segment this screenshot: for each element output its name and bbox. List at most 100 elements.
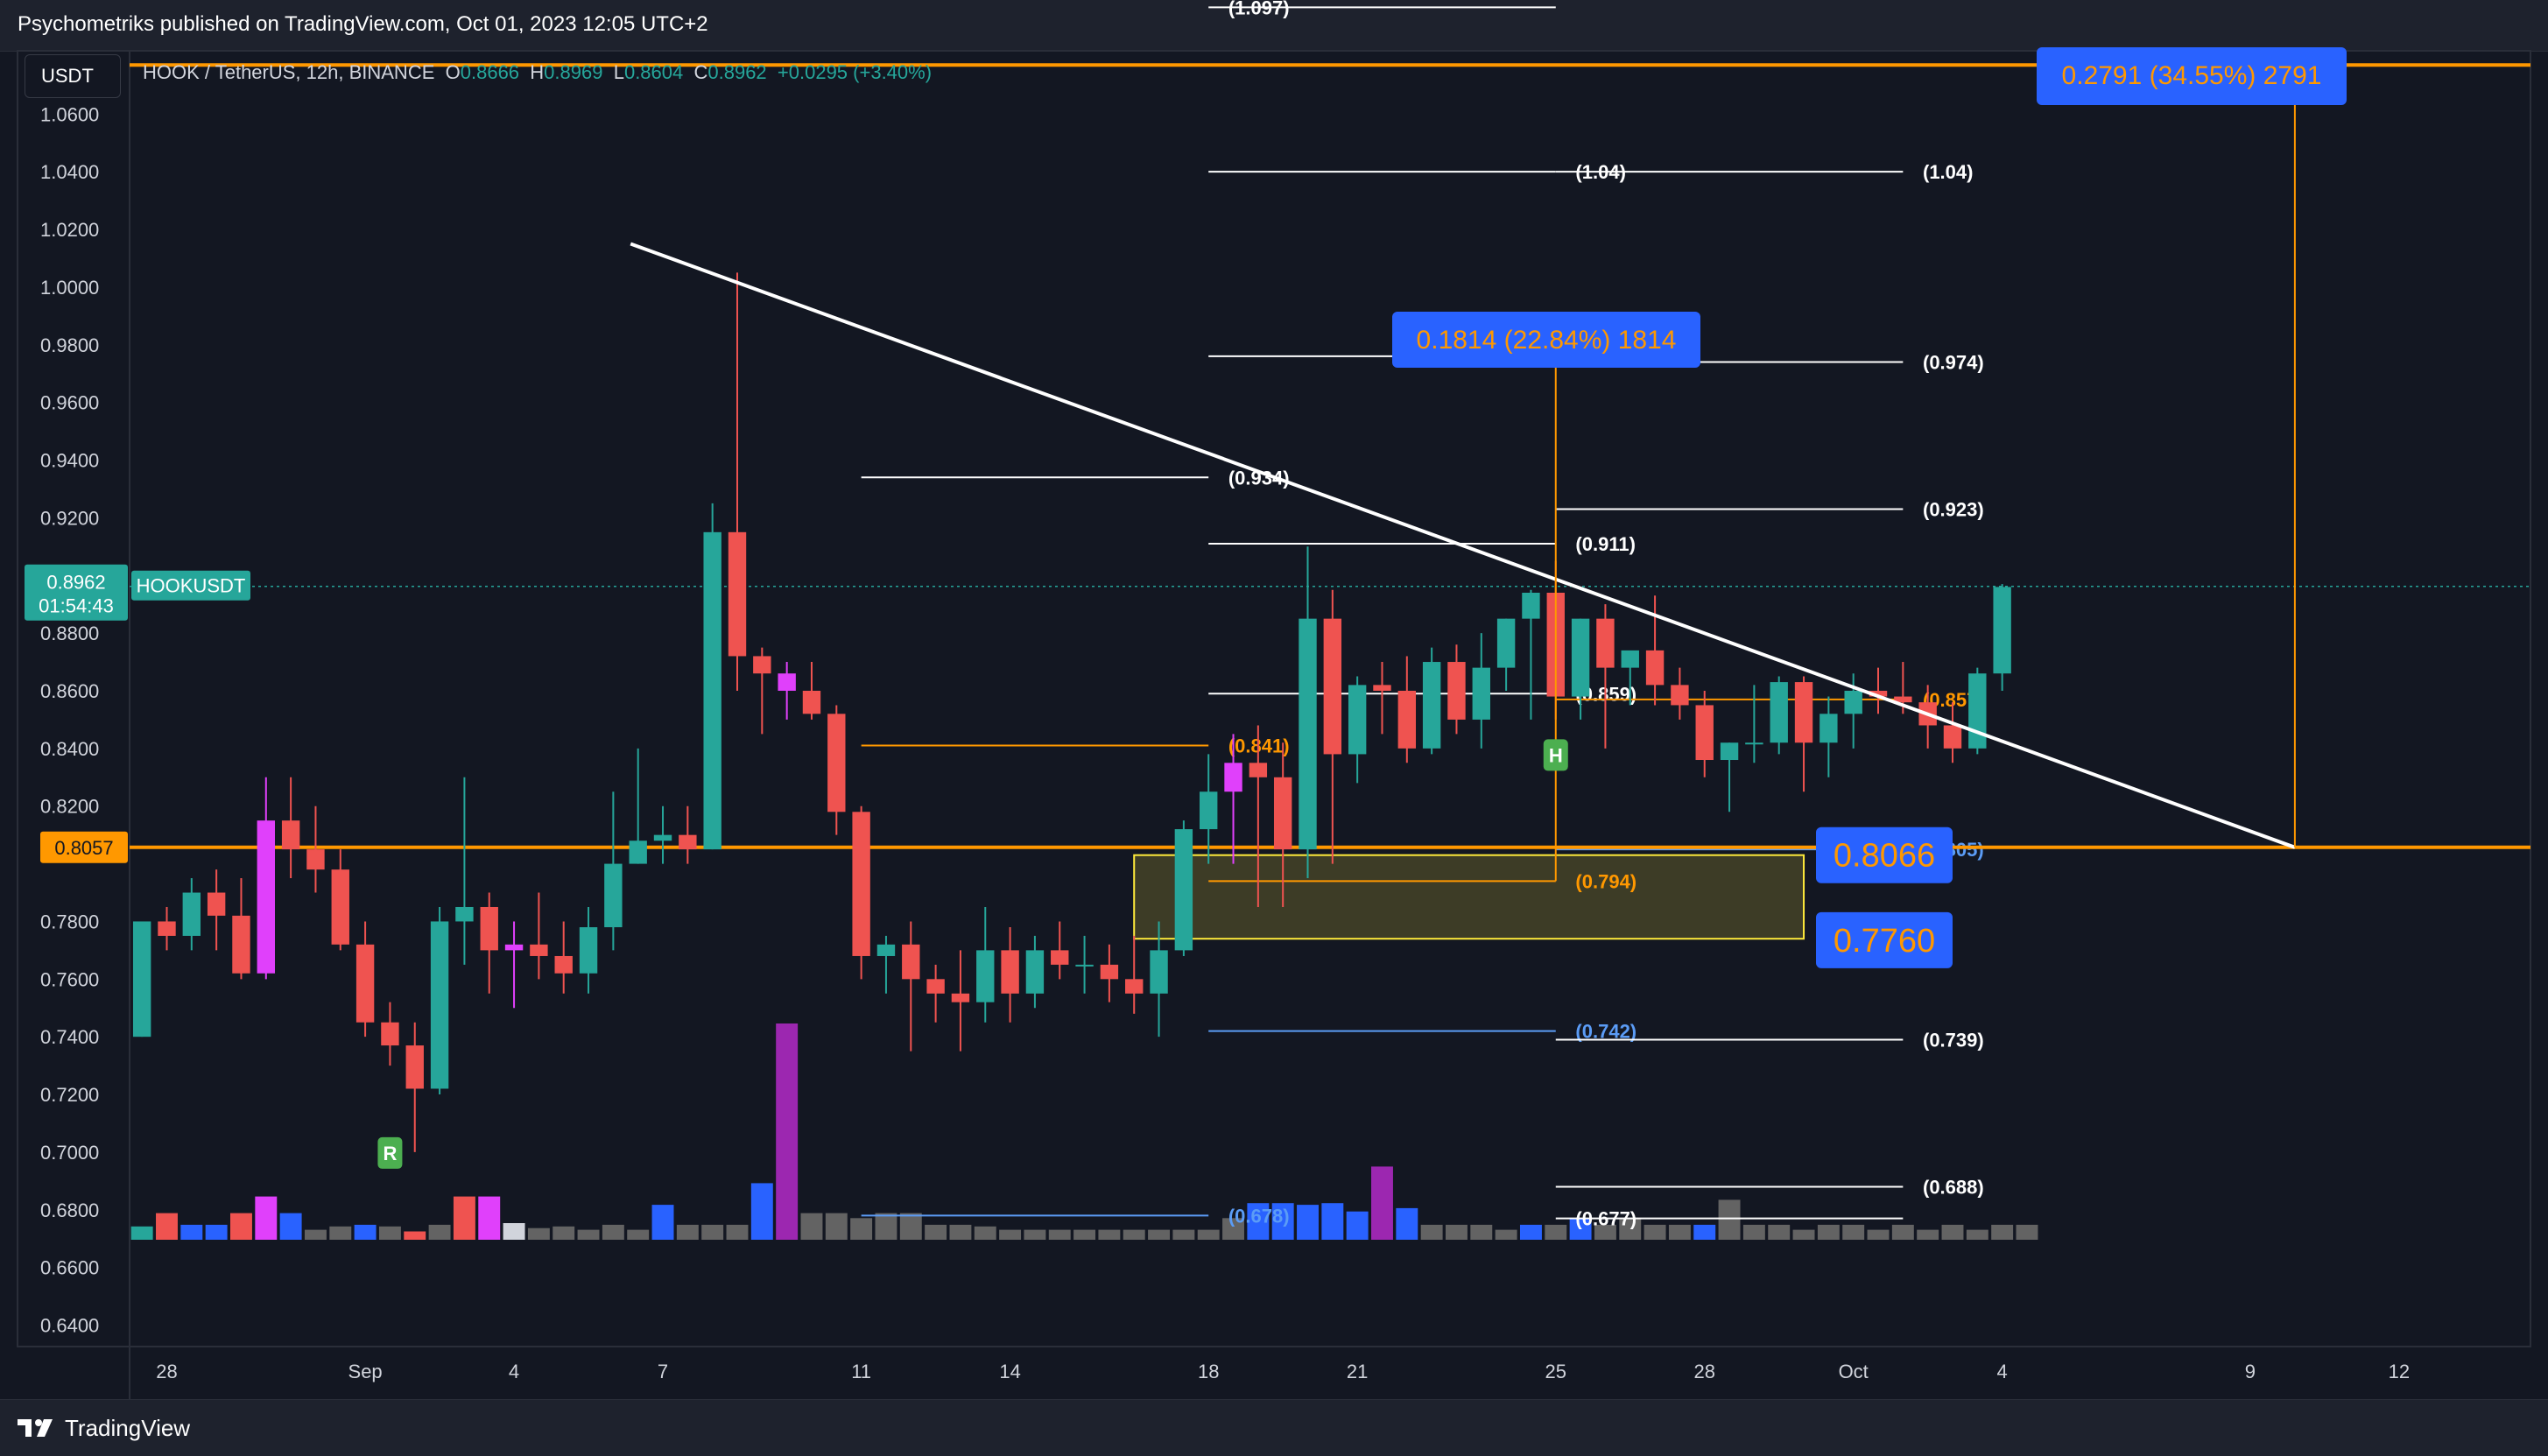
volume-bar	[875, 1213, 897, 1240]
tradingview-logo[interactable]: TradingView	[18, 1412, 190, 1444]
candle-body	[306, 849, 325, 870]
candle-body	[281, 820, 300, 850]
candle-body	[1200, 791, 1218, 830]
candle-body	[207, 892, 226, 916]
volume-bar	[1867, 1229, 1890, 1240]
legend-symbol: HOOK / TetherUS, 12h, BINANCE	[143, 61, 435, 83]
fib-level-label: (0.974)	[1923, 352, 1984, 374]
candle-body	[629, 841, 647, 864]
candle-body	[1472, 667, 1490, 720]
legend-low-label: L	[613, 61, 624, 83]
tradingview-brand: TradingView	[65, 1414, 191, 1441]
candle-body	[753, 656, 771, 674]
volume-bar	[1271, 1203, 1294, 1240]
legend-change: +0.0295 (+3.40%)	[777, 61, 933, 83]
candle-body	[480, 906, 498, 951]
candle-body	[455, 906, 474, 922]
volume-bar	[329, 1226, 352, 1240]
x-tick-label: 14	[999, 1361, 1020, 1382]
candle-body	[1249, 763, 1268, 777]
fib-level-label: (0.677)	[1575, 1208, 1636, 1230]
signal-marker	[1543, 739, 1568, 771]
measure-box-2	[2037, 47, 2347, 105]
x-tick-label: 7	[658, 1361, 668, 1382]
candle-body	[1794, 682, 1813, 743]
legend-close-value: 0.8962	[707, 61, 767, 83]
candle-body	[1894, 696, 1912, 703]
symbol-tag	[131, 570, 250, 601]
volume-bar	[130, 1226, 153, 1240]
volume-bar	[1222, 1218, 1244, 1240]
volume-bar	[850, 1218, 873, 1240]
y-tick-label: 0.7600	[40, 968, 99, 990]
volume-bar	[354, 1224, 377, 1240]
candle-body	[902, 944, 920, 980]
candle-body	[728, 531, 747, 657]
candle-body	[951, 993, 970, 1002]
candle-body	[1770, 682, 1788, 743]
candle-body	[257, 820, 275, 974]
volume-bar	[627, 1229, 650, 1240]
candle-body	[1025, 950, 1045, 994]
candle-body	[1273, 777, 1292, 850]
support-price-tag	[40, 831, 128, 863]
candle-body	[1348, 685, 1367, 755]
volume-bar	[776, 1023, 799, 1240]
volume-bar	[974, 1226, 996, 1240]
current-price-tag	[25, 564, 128, 621]
fib-level-label: (1.04)	[1923, 161, 1973, 183]
volume-bar	[1247, 1203, 1270, 1240]
volume-bar	[602, 1224, 624, 1240]
candle-body	[1075, 964, 1094, 967]
volume-bar	[1718, 1199, 1741, 1240]
volume-bar	[428, 1224, 451, 1240]
volume-bar	[230, 1213, 252, 1240]
measure-label-2: 0.2791 (34.55%) 2791	[2062, 61, 2322, 90]
measure-label-1: 0.1814 (22.84%) 1814	[1417, 326, 1677, 355]
volume-bar	[1545, 1224, 1567, 1240]
candlestick-chart[interactable]: 1.0600 1.0400 1.0200 1.0000 0.9800 0.9600 0.94…	[0, 0, 2548, 1399]
candle-body	[1496, 618, 1516, 668]
volume-bar	[1941, 1224, 1964, 1240]
volume-bar	[949, 1224, 972, 1240]
footer: TradingView	[0, 1399, 2548, 1456]
currency-button[interactable]: USDT	[25, 54, 121, 98]
y-tick-label: 1.0400	[40, 161, 99, 183]
demand-zone	[1133, 854, 1805, 940]
candle-body	[926, 979, 945, 994]
y-tick-label: 0.8200	[40, 796, 99, 818]
volume-bar	[1321, 1203, 1344, 1240]
y-tick-label: 0.7200	[40, 1084, 99, 1106]
y-tick-label: 0.8400	[40, 738, 99, 760]
volume-bar	[1123, 1229, 1145, 1240]
y-tick-label: 0.7400	[40, 1026, 99, 1048]
y-tick-label: 1.0200	[40, 219, 99, 241]
candle-body	[132, 921, 151, 1037]
support-price-label: 0.8057	[54, 837, 113, 859]
y-tick-label: 0.9400	[40, 449, 99, 471]
legend-open-value: 0.8666	[460, 61, 520, 83]
volume-bar	[750, 1183, 773, 1240]
volume-bar	[1024, 1229, 1046, 1240]
legend-high-value: 0.8969	[544, 61, 603, 83]
volume-bar	[378, 1226, 401, 1240]
volume-bar	[1371, 1166, 1393, 1240]
y-tick-label: 0.9600	[40, 392, 99, 414]
candle-body	[1745, 742, 1763, 745]
symbol-tag-label: HOOKUSDT	[137, 575, 246, 597]
x-tick-label: 21	[1347, 1361, 1368, 1382]
volume-bar	[1619, 1218, 1642, 1240]
y-tick-label: 0.6600	[40, 1257, 99, 1279]
candle-body	[1596, 618, 1615, 668]
candle-body	[653, 834, 672, 841]
y-tick-label: 0.8600	[40, 680, 99, 702]
x-tick-label: 12	[2389, 1361, 2410, 1382]
candle-body	[530, 944, 548, 956]
volume-bar	[1991, 1224, 2014, 1240]
volume-bar	[205, 1224, 228, 1240]
candle-body	[1571, 618, 1590, 697]
y-tick-label: 0.8800	[40, 622, 99, 644]
volume-bar	[2016, 1224, 2038, 1240]
volume-bar	[1891, 1224, 1914, 1240]
candle-body	[1150, 950, 1168, 994]
